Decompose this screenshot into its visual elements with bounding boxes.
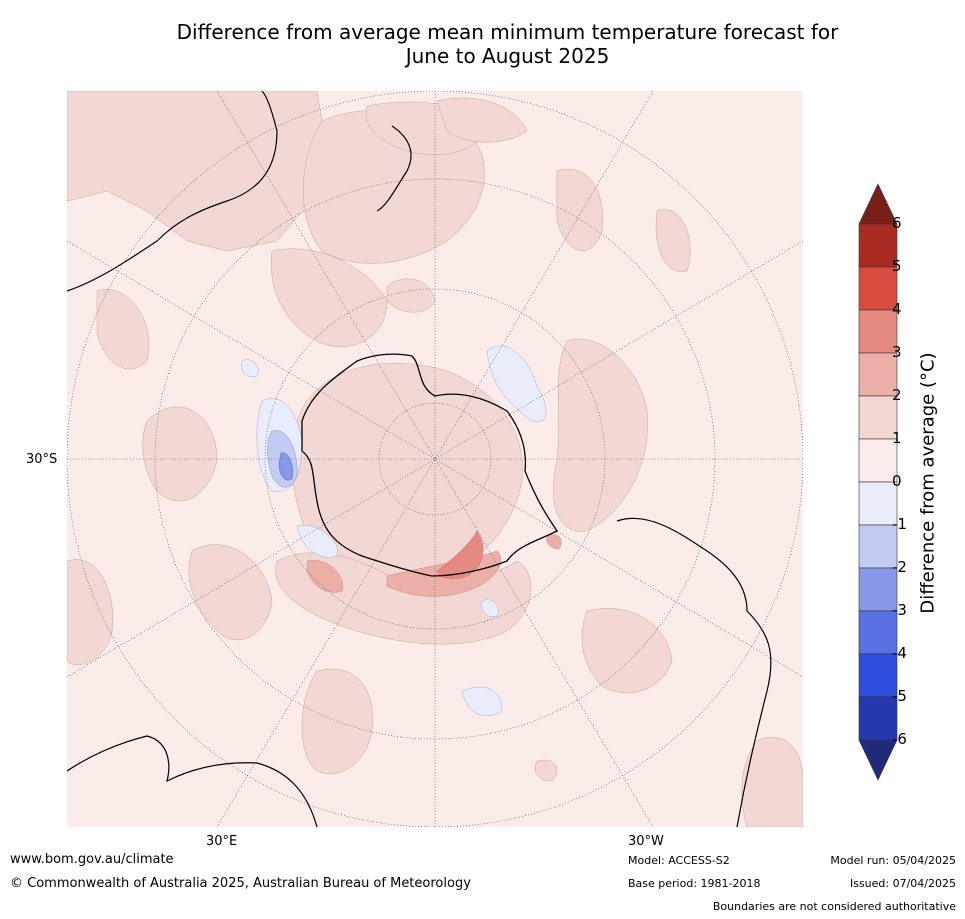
footer-issued: Issued: 07/04/2025 (849, 877, 956, 890)
colorbar-segment (858, 309, 898, 354)
anomaly-neg-2-3-areas (278, 452, 293, 481)
graticule (67, 91, 803, 827)
title-line-1: Difference from average mean minimum tem… (176, 20, 839, 44)
colorbar-tick-label: 2 (892, 386, 902, 404)
colorbar-segment (858, 223, 898, 268)
lon-label-30e: 30°E (206, 834, 238, 849)
colorbar-segment (858, 610, 898, 655)
colorbar-segments (858, 223, 898, 741)
colorbar-tick-label: 0 (892, 472, 902, 490)
footer-url[interactable]: www.bom.gov.au/climate (10, 852, 174, 867)
colorbar-tick-label: -3 (892, 601, 907, 619)
australia-coastline (67, 91, 278, 292)
colorbar-tick-label: 1 (892, 429, 902, 447)
colorbar-title: Difference from average (°C) (917, 352, 939, 614)
colorbar-under-triangle (858, 739, 898, 781)
colorbar-tick-label: -4 (892, 644, 907, 662)
colorbar-tick-label: 5 (892, 257, 902, 275)
polar-map (67, 91, 803, 827)
colorbar-segment (858, 481, 898, 526)
colorbar (858, 182, 898, 782)
colorbar-segment (858, 524, 898, 569)
colorbar-tick-label: -6 (892, 730, 907, 748)
colorbar-segment (858, 395, 898, 440)
map-title: Difference from average mean minimum tem… (0, 20, 965, 68)
colorbar-tick-label: 4 (892, 300, 902, 318)
colorbar-svg (858, 183, 898, 781)
footer-model: Model: ACCESS-S2 (628, 854, 730, 867)
colorbar-tick-label: -5 (892, 687, 907, 705)
colorbar-segment (858, 567, 898, 612)
title-line-2: June to August 2025 (405, 44, 610, 68)
colorbar-segment (858, 696, 898, 741)
footer-base-period: Base period: 1981-2018 (628, 877, 761, 890)
antarctica-coastline (301, 353, 558, 577)
colorbar-tick-label: 3 (892, 343, 902, 361)
colorbar-segment (858, 352, 898, 397)
africa-coastline (67, 735, 318, 827)
anomaly-3-4-areas (436, 530, 484, 579)
new-zealand-coastline (376, 125, 412, 212)
lon-label-30w: 30°W (628, 834, 664, 849)
footer-model-run: Model run: 05/04/2025 (830, 854, 956, 867)
colorbar-segment (858, 266, 898, 311)
colorbar-tick-label: -2 (892, 558, 907, 576)
colorbar-tick-label: -1 (892, 515, 907, 533)
colorbar-tick-label: 6 (892, 214, 902, 232)
footer-boundaries: Boundaries are not considered authoritat… (712, 900, 956, 913)
footer-copyright: © Commonwealth of Australia 2025, Austra… (10, 876, 471, 891)
south-america-coastline (616, 517, 772, 827)
map-svg (67, 91, 803, 827)
anomaly-1-2-areas (67, 91, 803, 827)
lat-label-30s: 30°S (26, 452, 58, 467)
colorbar-segment (858, 438, 898, 483)
